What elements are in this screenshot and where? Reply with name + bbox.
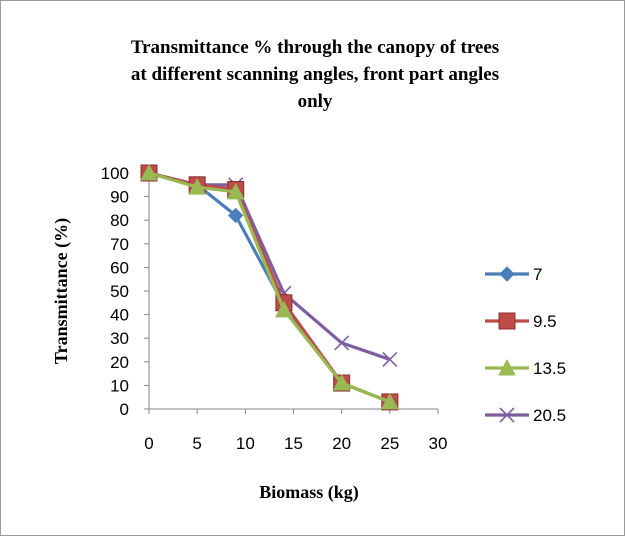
y-tick-label: 90 — [110, 188, 129, 207]
data-point — [334, 335, 350, 351]
data-point — [381, 392, 399, 410]
legend-label: 9.5 — [533, 312, 557, 331]
data-point — [226, 182, 245, 200]
y-tick-label: 10 — [110, 376, 129, 395]
data-point — [382, 351, 398, 368]
y-axis-ticks: 0 10 20 30 40 50 60 70 80 90 100 — [101, 164, 149, 419]
legend-label: 7 — [533, 265, 542, 284]
x-axis-title: Biomass (kg) — [259, 482, 359, 503]
y-tick-label: 20 — [110, 353, 129, 372]
series-line-13.5 — [148, 171, 391, 404]
x-tick-label: 10 — [236, 434, 255, 453]
legend-label: 13.5 — [533, 359, 566, 378]
x-tick-label: 15 — [284, 434, 303, 453]
legend-item-7: 7 — [485, 265, 542, 284]
y-tick-label: 80 — [110, 211, 129, 230]
chart-title-line-1: Transmittance % through the canopy of tr… — [131, 37, 499, 58]
y-tick-label: 40 — [110, 306, 129, 325]
x-tick-label: 20 — [332, 434, 351, 453]
axes — [148, 167, 438, 410]
chart-title-line-3: only — [298, 91, 333, 112]
y-tick-label: 60 — [110, 258, 129, 277]
legend: 7 9.5 13.5 20.5 — [485, 265, 566, 425]
data-point — [332, 373, 351, 391]
series-13.5 — [140, 163, 399, 410]
x-tick-label: 25 — [380, 434, 399, 453]
chart-title: Transmittance % through the canopy of tr… — [131, 37, 499, 112]
data-point — [140, 163, 158, 181]
y-tick-label: 30 — [110, 329, 129, 348]
legend-item-13.5: 13.5 — [485, 358, 566, 378]
x-tick-label: 0 — [144, 434, 153, 453]
legend-marker — [498, 358, 516, 376]
series-7 — [141, 165, 398, 410]
x-axis-ticks: 0 5 10 15 20 25 30 — [144, 409, 447, 453]
series-layer — [140, 163, 399, 411]
legend-label: 20.5 — [533, 406, 566, 425]
legend-item-20.5: 20.5 — [485, 406, 566, 425]
y-tick-label: 100 — [101, 164, 129, 183]
data-point — [227, 207, 244, 224]
y-tick-label: 0 — [120, 400, 129, 419]
x-tick-label: 30 — [429, 434, 448, 453]
data-point — [188, 178, 207, 195]
y-axis-title: Transmittance (%) — [51, 218, 72, 364]
y-tick-label: 70 — [110, 235, 129, 254]
legend-item-9.5: 9.5 — [485, 312, 557, 331]
legend-marker — [499, 266, 515, 282]
chart-title-line-2: at different scanning angles, front part… — [131, 64, 499, 85]
series-line-9.5 — [148, 171, 391, 404]
series-9.5 — [140, 164, 399, 411]
x-tick-label: 5 — [192, 434, 201, 453]
legend-marker — [498, 312, 516, 330]
legend-marker — [499, 407, 515, 423]
series-line-7 — [148, 171, 391, 404]
data-point — [275, 300, 293, 318]
y-tick-label: 50 — [110, 282, 129, 301]
